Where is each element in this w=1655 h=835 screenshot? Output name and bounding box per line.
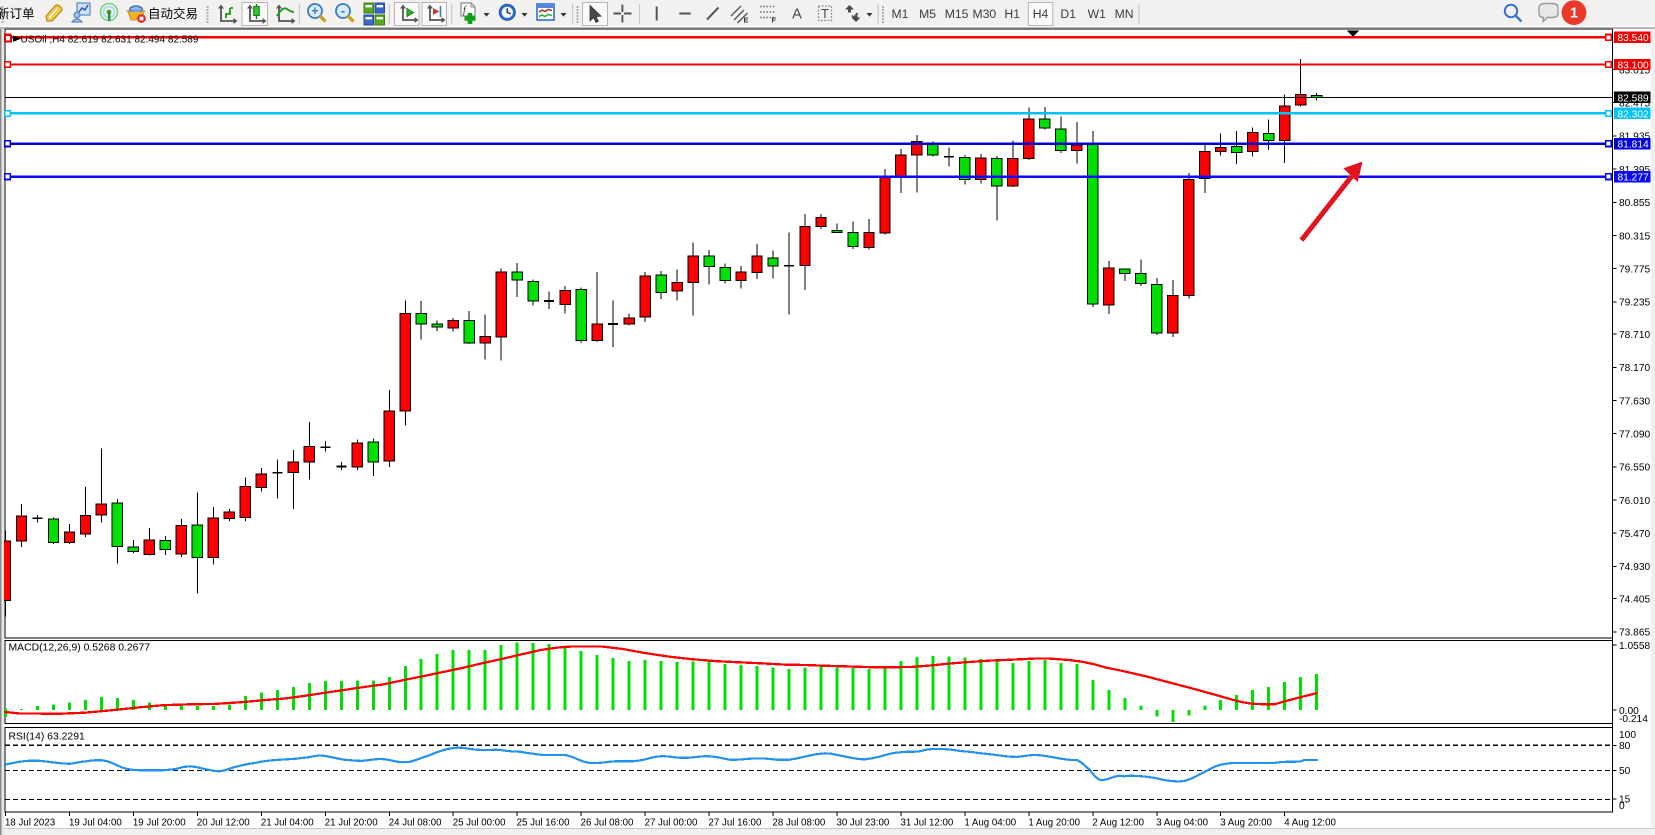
svg-text:76.010: 76.010 — [1619, 496, 1650, 507]
svg-text:82.475: 82.475 — [1619, 99, 1650, 110]
svg-text:4 Aug 12:00: 4 Aug 12:00 — [1284, 817, 1336, 828]
svg-text:M5: M5 — [919, 7, 936, 21]
svg-text:21 Jul 20:00: 21 Jul 20:00 — [325, 817, 378, 828]
svg-text:81.814: 81.814 — [1618, 140, 1649, 151]
svg-text:28 Jul 08:00: 28 Jul 08:00 — [773, 817, 826, 828]
svg-text:80.855: 80.855 — [1619, 198, 1650, 209]
svg-text:2 Aug 12:00: 2 Aug 12:00 — [1092, 817, 1144, 828]
svg-text:3 Aug 20:00: 3 Aug 20:00 — [1220, 817, 1272, 828]
svg-text:-: - — [341, 4, 345, 18]
svg-text:74.405: 74.405 — [1619, 595, 1650, 606]
svg-text:82.589: 82.589 — [1618, 93, 1649, 104]
svg-text:19 Jul 20:00: 19 Jul 20:00 — [133, 817, 186, 828]
svg-text:15: 15 — [1619, 795, 1631, 806]
svg-text:73.865: 73.865 — [1619, 628, 1650, 639]
svg-text:76.550: 76.550 — [1619, 463, 1650, 474]
svg-text:19 Jul 04:00: 19 Jul 04:00 — [69, 817, 122, 828]
svg-text:83.540: 83.540 — [1618, 33, 1649, 44]
svg-text:M30: M30 — [972, 7, 996, 21]
svg-text:E: E — [744, 16, 749, 25]
svg-text:74.930: 74.930 — [1619, 562, 1650, 573]
svg-text:100: 100 — [1619, 730, 1636, 741]
svg-text:3 Aug 04:00: 3 Aug 04:00 — [1156, 817, 1208, 828]
svg-text:77.630: 77.630 — [1619, 396, 1650, 407]
svg-text:26 Jul 08:00: 26 Jul 08:00 — [581, 817, 634, 828]
svg-text:78.170: 78.170 — [1619, 363, 1650, 374]
svg-text:RSI(14) 63.2291: RSI(14) 63.2291 — [9, 731, 85, 742]
svg-text:1.0558: 1.0558 — [1619, 641, 1650, 652]
svg-text:79.235: 79.235 — [1619, 298, 1650, 309]
svg-text:1: 1 — [1570, 6, 1578, 22]
svg-text:27 Jul 16:00: 27 Jul 16:00 — [709, 817, 762, 828]
svg-text:78.710: 78.710 — [1619, 330, 1650, 341]
svg-text:T: T — [821, 7, 829, 21]
svg-text:18 Jul 2023: 18 Jul 2023 — [5, 817, 55, 828]
svg-text:F: F — [772, 16, 777, 25]
svg-text:+: + — [311, 4, 318, 18]
svg-text:81.935: 81.935 — [1619, 132, 1650, 143]
svg-text:MACD(12,26,9) 0.5268 0.2677: MACD(12,26,9) 0.5268 0.2677 — [9, 642, 151, 653]
svg-text:80.315: 80.315 — [1619, 231, 1650, 242]
svg-text:75.470: 75.470 — [1619, 529, 1650, 540]
svg-text:77.090: 77.090 — [1619, 430, 1650, 441]
svg-text:83.100: 83.100 — [1618, 60, 1649, 71]
svg-text:1 Aug 20:00: 1 Aug 20:00 — [1028, 817, 1080, 828]
svg-text:50: 50 — [1619, 766, 1631, 777]
svg-text:自动交易: 自动交易 — [148, 6, 198, 21]
svg-text:80: 80 — [1619, 741, 1631, 752]
svg-text:M15: M15 — [945, 7, 969, 21]
svg-text:H1: H1 — [1004, 7, 1020, 21]
svg-text:USOil ,H4 82.619 82.631 82.49: USOil ,H4 82.619 82.631 82.494 82.589 — [21, 35, 199, 46]
svg-text:81.395: 81.395 — [1619, 165, 1650, 176]
svg-text:1 Aug 04:00: 1 Aug 04:00 — [964, 817, 1016, 828]
svg-text:D1: D1 — [1060, 7, 1076, 21]
svg-text:-0.214: -0.214 — [1619, 714, 1648, 725]
svg-text:A: A — [792, 7, 802, 23]
svg-text:MN: MN — [1115, 7, 1134, 21]
svg-text:30 Jul 23:00: 30 Jul 23:00 — [836, 817, 889, 828]
svg-text:f: f — [463, 5, 467, 16]
svg-text:25 Jul 00:00: 25 Jul 00:00 — [453, 817, 506, 828]
svg-text:0.00: 0.00 — [1619, 706, 1639, 717]
svg-text:20 Jul 12:00: 20 Jul 12:00 — [197, 817, 250, 828]
svg-text:21 Jul 04:00: 21 Jul 04:00 — [261, 817, 314, 828]
svg-text:83.015: 83.015 — [1619, 65, 1650, 76]
svg-text:24 Jul 08:00: 24 Jul 08:00 — [389, 817, 442, 828]
svg-text:31 Jul 12:00: 31 Jul 12:00 — [900, 817, 953, 828]
svg-text:82.302: 82.302 — [1618, 109, 1649, 120]
svg-text:79.775: 79.775 — [1619, 265, 1650, 276]
svg-text:25 Jul 16:00: 25 Jul 16:00 — [517, 817, 570, 828]
svg-text:81.277: 81.277 — [1618, 173, 1649, 184]
svg-text:W1: W1 — [1088, 7, 1107, 21]
svg-text:27 Jul 00:00: 27 Jul 00:00 — [645, 817, 698, 828]
svg-text:新订单: 新订单 — [0, 6, 35, 21]
svg-text:0: 0 — [1619, 801, 1625, 812]
svg-text:H4: H4 — [1033, 7, 1049, 21]
svg-text:M1: M1 — [892, 7, 909, 21]
